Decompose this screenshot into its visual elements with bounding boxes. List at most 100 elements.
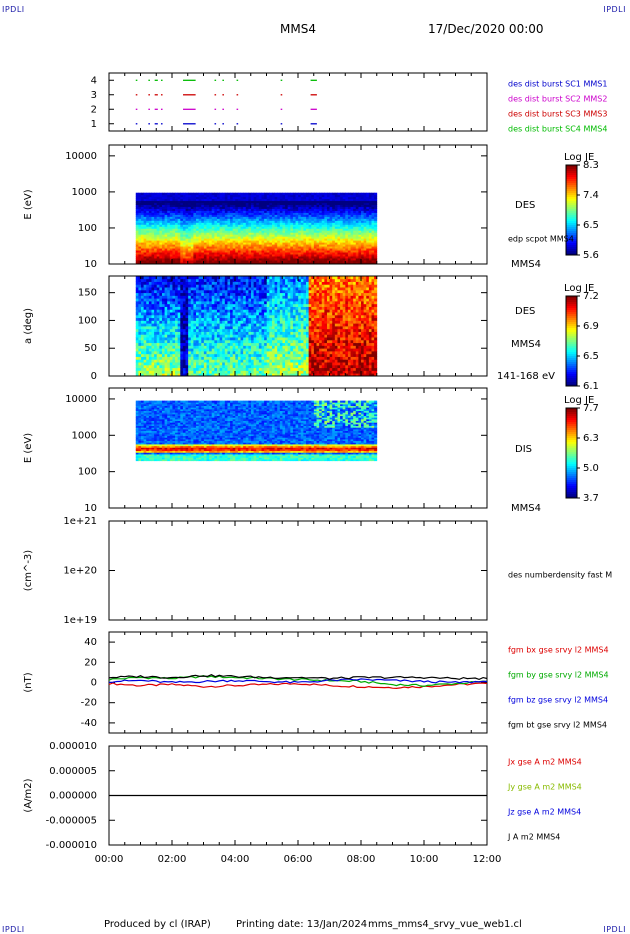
des-pitch-cell: [209, 279, 212, 282]
des-pitch-cell: [235, 326, 238, 329]
des-pitch-cell: [162, 334, 165, 337]
des-pitch-cell: [170, 320, 173, 323]
des-pitch-cell: [151, 357, 154, 360]
des-pitch-cell: [144, 287, 147, 290]
des-pitch-cell: [209, 307, 212, 310]
des-pitch-cell: [222, 287, 225, 290]
des-pitch-cell: [204, 334, 207, 337]
des-pitch-cell: [193, 320, 196, 323]
des-pitch-cell: [230, 282, 233, 285]
des-pitch-cell: [154, 354, 157, 357]
des-pitch-cell: [206, 279, 209, 282]
des-pitch-cell: [193, 362, 196, 365]
des-pitch-cell: [209, 318, 212, 321]
des-pitch-cell: [227, 298, 230, 301]
des-pitch-cell: [222, 343, 225, 346]
des-pitch-cell: [146, 337, 149, 340]
des-pitch-cell: [159, 329, 162, 332]
des-pitch-cell: [193, 337, 196, 340]
des-pitch-cell: [138, 287, 141, 290]
des-pitch-cell: [191, 282, 194, 285]
des-pitch-cell: [196, 340, 199, 343]
des-pitch-cell: [146, 334, 149, 337]
des-pitch-cell: [199, 309, 202, 312]
des-pitch-cell: [225, 320, 228, 323]
des-pitch-cell: [146, 365, 149, 368]
des-pitch-cell: [159, 348, 162, 351]
des-pitch-cell: [157, 287, 160, 290]
des-energy-cell: [141, 193, 144, 195]
des-pitch-cell: [151, 323, 154, 326]
des-pitch-cell: [162, 368, 165, 371]
des-pitch-cell: [157, 290, 160, 293]
des-pitch-cell: [172, 348, 175, 351]
des-pitch-cell: [217, 326, 220, 329]
des-pitch-cell: [212, 282, 215, 285]
des-pitch-cell: [238, 370, 241, 373]
availability-legend-label: des dist burst SC2 MMS2: [508, 95, 607, 104]
des-pitch-cell: [217, 287, 220, 290]
des-pitch-cell: [214, 287, 217, 290]
des-pitch-cell: [165, 359, 168, 362]
des-pitch-cell: [162, 370, 165, 373]
des-pitch-cell: [212, 337, 215, 340]
des-pitch-cell: [180, 295, 183, 298]
des-pitch-cell: [141, 365, 144, 368]
des-pitch-cell: [235, 348, 238, 351]
des-pitch-cell: [206, 337, 209, 340]
des-pitch-cell: [201, 334, 204, 337]
des-pitch-cell: [206, 307, 209, 310]
availability-segment: [222, 80, 224, 81]
des-pitch-cell: [193, 368, 196, 371]
des-pitch-cell: [233, 368, 236, 371]
des-pitch-cell: [193, 348, 196, 351]
des-pitch-cell: [178, 301, 181, 304]
des-pitch-cell: [151, 345, 154, 348]
des-pitch-cell: [146, 351, 149, 354]
des-pitch-cell: [146, 357, 149, 360]
des-pitch-cell: [212, 370, 215, 373]
des-pitch-cell: [201, 332, 204, 335]
des-pitch-cell: [214, 320, 217, 323]
des-pitch-cell: [178, 329, 181, 332]
des-pitch-cell: [217, 329, 220, 332]
des-pitch-cell: [196, 362, 199, 365]
des-pitch-cell: [180, 320, 183, 323]
des-pitch-cell: [162, 282, 165, 285]
des-energy-cell: [246, 193, 249, 195]
des-pitch-cell: [154, 343, 157, 346]
des-pitch-cell: [170, 307, 173, 310]
des-pitch-cell: [199, 337, 202, 340]
des-energy-cell: [332, 193, 335, 195]
des-pitch-cell: [186, 362, 189, 365]
des-pitch-cell: [141, 332, 144, 335]
des-pitch-cell: [172, 318, 175, 321]
des-pitch-cell: [191, 326, 194, 329]
des-pitch-cell: [196, 370, 199, 373]
availability-segment: [161, 94, 163, 95]
availability-segment: [136, 123, 138, 124]
des-pitch-cell: [144, 359, 147, 362]
des-pitch-cell: [214, 365, 217, 368]
des-pitch-cell: [199, 348, 202, 351]
des-pitch-cell: [201, 343, 204, 346]
des-pitch-cell: [227, 357, 230, 360]
des-pitch-cell: [196, 351, 199, 354]
des-pitch-cell: [238, 279, 241, 282]
des-energy-cell: [235, 193, 238, 195]
des-pitch-cell: [170, 309, 173, 312]
des-pitch-cell: [201, 290, 204, 293]
des-pitch-cell: [162, 304, 165, 307]
des-pitch-cell: [209, 334, 212, 337]
availability-segment: [281, 123, 283, 124]
des-energy-cell: [188, 193, 191, 195]
des-pitch-cell: [235, 359, 238, 362]
des-pitch-cell: [136, 320, 139, 323]
des-energy-cell: [298, 193, 301, 195]
des-pitch-cell: [141, 312, 144, 315]
des-pitch-cell: [214, 326, 217, 329]
des-pitch-cell: [204, 315, 207, 318]
des-pitch-cell: [172, 298, 175, 301]
des-pitch-cell: [204, 340, 207, 343]
des-pitch-cell: [191, 309, 194, 312]
